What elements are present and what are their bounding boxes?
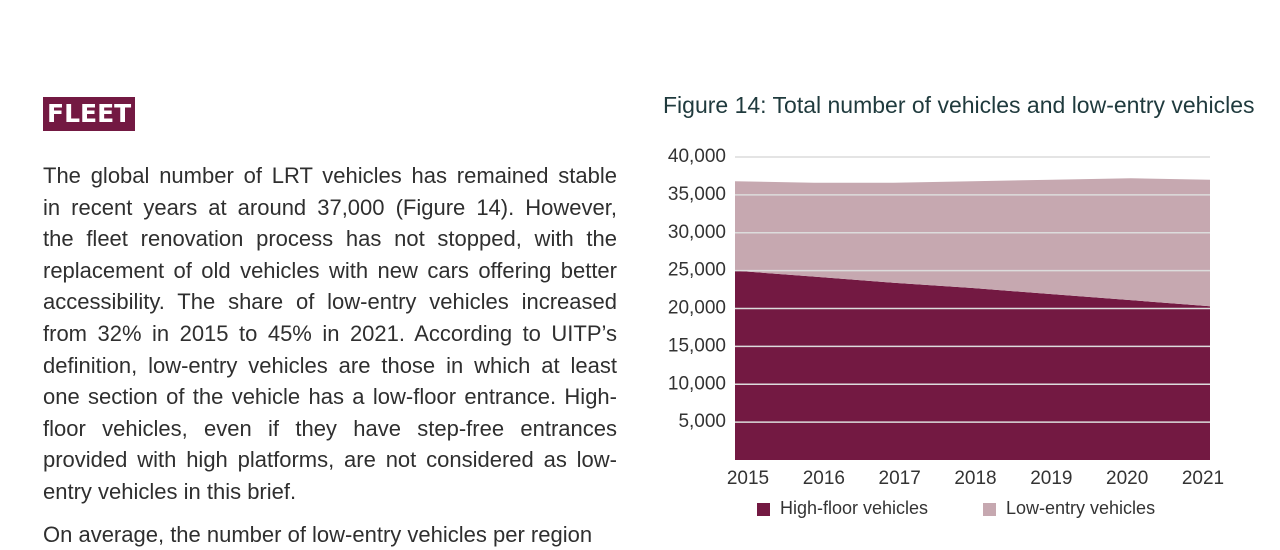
- x-tick-label: 2021: [1182, 468, 1224, 489]
- text-line: provided with high platforms, are not co…: [43, 447, 617, 473]
- x-tick-label: 2017: [879, 468, 921, 489]
- text-line: accessibility. The share of low-entry ve…: [43, 289, 617, 315]
- text-line: entry vehicles in this brief.: [43, 479, 297, 504]
- y-tick-label: 25,000: [668, 260, 726, 281]
- x-tick-label: 2018: [954, 468, 996, 489]
- y-tick-label: 40,000: [668, 146, 726, 167]
- legend-label: Low-entry vehicles: [1006, 498, 1155, 518]
- y-tick-label: 15,000: [668, 335, 726, 356]
- text-line: definition, low-entry vehicles are those…: [43, 352, 617, 378]
- legend-swatch: [983, 503, 996, 516]
- page: FLEET The global number of LRT vehicles …: [43, 92, 1255, 547]
- y-tick-label: 35,000: [668, 184, 726, 205]
- area: [735, 178, 1210, 307]
- y-tick-label: 20,000: [668, 298, 726, 319]
- text-line: floor vehicles, even if they have step-f…: [43, 415, 617, 441]
- y-tick-label: 5,000: [678, 411, 726, 432]
- y-tick-label: 30,000: [668, 222, 726, 243]
- text-line: The global number of LRT vehicles has re…: [43, 163, 617, 188]
- text-line: the fleet renovation process has not sto…: [43, 226, 617, 252]
- chart: Figure 14: Total number of vehicles and …: [663, 92, 1255, 518]
- legend-swatch: [757, 503, 770, 516]
- x-tick-label: 2020: [1106, 468, 1148, 489]
- y-tick-label: 10,000: [668, 373, 726, 394]
- legend-label: High-floor vehicles: [780, 498, 928, 518]
- text-line: one section of the vehicle has a low-flo…: [43, 384, 617, 410]
- text-line: from 32% in 2015 to 45% in 2021. Accordi…: [43, 321, 617, 346]
- x-tick-label: 2019: [1030, 468, 1072, 489]
- text-line: in recent years at around 37,000 (Figure…: [43, 194, 617, 220]
- chart-title: Figure 14: Total number of vehicles and …: [663, 92, 1255, 118]
- x-tick-label: 2016: [803, 468, 845, 489]
- x-tick-label: 2015: [727, 468, 769, 489]
- section-heading: FLEET: [43, 97, 136, 131]
- area: [735, 270, 1210, 460]
- text-line: replacement of old vehicles with new car…: [43, 257, 617, 283]
